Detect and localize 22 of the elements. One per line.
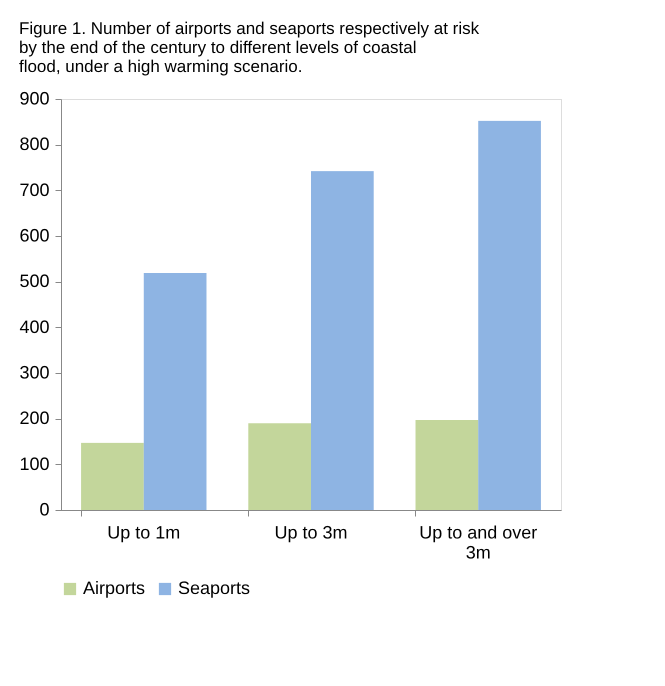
bar (144, 272, 206, 510)
y-tick-label: 700 (19, 180, 50, 200)
y-tick-label: 0 (39, 500, 50, 520)
y-tick-label: 600 (19, 226, 50, 246)
legend-label: Airports (83, 578, 146, 598)
legend-label: Seaports (178, 578, 250, 598)
y-tick-label: 800 (19, 134, 50, 154)
y-tick-label: 200 (19, 408, 50, 428)
chart-title: Figure 1. Number of airports and seaports respectively at risk by the end of the century to different levels of coastal flood, under a high warming scenario. (18, 19, 480, 76)
y-tick-label: 300 (19, 362, 50, 382)
y-tick-label: 500 (19, 271, 50, 292)
bar (81, 442, 144, 510)
y-tick-label: 100 (19, 454, 50, 474)
y-tick-label: 400 (19, 316, 50, 337)
x-tick-label: Up to 3m (274, 522, 348, 542)
bar (478, 120, 541, 510)
y-tick-label: 900 (19, 88, 50, 108)
bar (248, 423, 311, 510)
bar (311, 171, 374, 510)
bar (416, 420, 478, 510)
x-tick-label: Up to and over 3m (419, 522, 538, 562)
x-tick-label: Up to 1m (107, 522, 180, 542)
